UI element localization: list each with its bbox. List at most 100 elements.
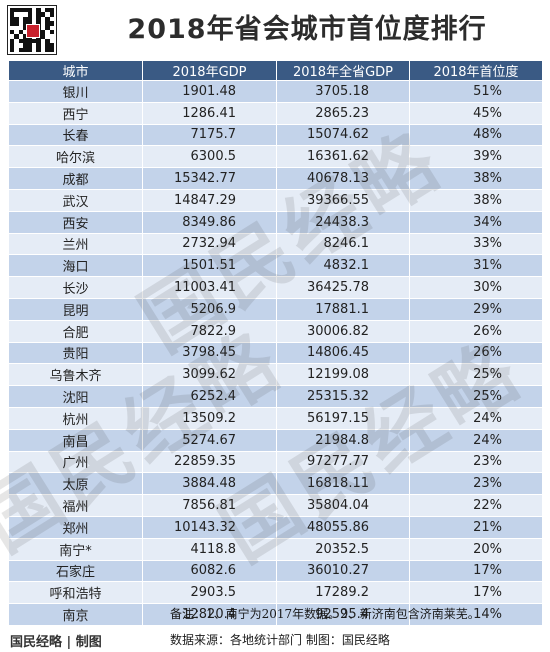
province-gdp-cell: 35804.04 — [276, 494, 410, 517]
table-row: 福州 7856.81 35804.04 22% — [8, 494, 543, 517]
primacy-cell: 34% — [409, 210, 543, 234]
city-cell: 武汉 — [8, 188, 143, 212]
city-cell: 成都 — [8, 167, 143, 190]
province-gdp-cell: 30006.82 — [276, 319, 410, 343]
gdp-cell: 7856.81 — [142, 494, 277, 517]
table-body: 银川 1901.48 3705.18 51% 西宁 1286.41 2865.23 45% 长春… — [8, 80, 543, 648]
province-gdp-cell: 3705.18 — [276, 80, 410, 103]
header: 2018年省会城市首位度排行 — [0, 0, 550, 60]
city-cell: 哈尔滨 — [8, 145, 143, 169]
footer-bar: 国民经略 | 制图 数据来源：各地统计部门 制图：国民经略 — [0, 626, 550, 652]
table-row: 南昌 5274.67 21984.8 24% — [8, 428, 543, 452]
table-row: 石家庄 6082.6 36010.27 17% — [8, 559, 543, 583]
ranking-table: 城市 2018年GDP 2018年全省GDP 2018年首位度 银川 1901.4… — [8, 60, 543, 648]
primacy-cell: 38% — [409, 188, 543, 212]
city-cell: 太原 — [8, 472, 143, 496]
gdp-cell: 7175.7 — [142, 123, 277, 147]
header-primacy: 2018年首位度 — [409, 60, 543, 81]
gdp-cell: 3884.48 — [142, 472, 277, 496]
gdp-cell: 13509.2 — [142, 406, 277, 430]
city-cell: 南昌 — [8, 428, 143, 452]
qr-logo-icon — [26, 24, 40, 38]
gdp-cell: 3798.45 — [142, 341, 277, 365]
province-gdp-cell: 36425.78 — [276, 276, 410, 299]
province-gdp-cell: 97277.77 — [276, 450, 410, 474]
city-cell: 长春 — [8, 123, 143, 147]
primacy-cell: 45% — [409, 101, 543, 125]
table-row: 沈阳 6252.4 25315.32 25% — [8, 385, 543, 408]
province-gdp-cell: 8246.1 — [276, 232, 410, 256]
primacy-cell: 20% — [409, 537, 543, 561]
province-gdp-cell: 2865.23 — [276, 101, 410, 125]
primacy-cell: 31% — [409, 254, 543, 278]
province-gdp-cell: 40678.13 — [276, 167, 410, 190]
province-gdp-cell: 16361.62 — [276, 145, 410, 169]
city-cell: 昆明 — [8, 297, 143, 321]
gdp-cell: 5274.67 — [142, 428, 277, 452]
province-gdp-cell: 16818.11 — [276, 472, 410, 496]
city-cell: 长沙 — [8, 276, 143, 299]
table-row: 长沙 11003.41 36425.78 30% — [8, 276, 543, 299]
primacy-cell: 38% — [409, 167, 543, 190]
province-gdp-cell: 36010.27 — [276, 559, 410, 583]
province-gdp-cell: 20352.5 — [276, 537, 410, 561]
header-province-gdp: 2018年全省GDP — [276, 60, 410, 81]
primacy-cell: 17% — [409, 559, 543, 583]
gdp-cell: 1501.51 — [142, 254, 277, 278]
table-row: 太原 3884.48 16818.11 23% — [8, 472, 543, 496]
city-cell: 兰州 — [8, 232, 143, 256]
province-gdp-cell: 24438.3 — [276, 210, 410, 234]
primacy-cell: 33% — [409, 232, 543, 256]
primacy-cell: 24% — [409, 406, 543, 430]
gdp-cell: 6252.4 — [142, 385, 277, 408]
province-gdp-cell: 17881.1 — [276, 297, 410, 321]
province-gdp-cell: 48055.86 — [276, 515, 410, 539]
gdp-cell: 5206.9 — [142, 297, 277, 321]
gdp-cell: 8349.86 — [142, 210, 277, 234]
province-gdp-cell: 14806.45 — [276, 341, 410, 365]
gdp-cell: 1286.41 — [142, 101, 277, 125]
city-cell: 南京 — [8, 603, 143, 626]
primacy-cell: 25% — [409, 363, 543, 387]
table-row: 郑州 10143.32 48055.86 21% — [8, 515, 543, 539]
primacy-cell: 48% — [409, 123, 543, 147]
city-cell: 沈阳 — [8, 385, 143, 408]
primacy-cell: 23% — [409, 450, 543, 474]
table-row: 合肥 7822.9 30006.82 26% — [8, 319, 543, 343]
city-cell: 呼和浩特 — [8, 581, 143, 605]
page-title: 2018年省会城市首位度排行 — [127, 14, 487, 45]
gdp-cell: 1901.48 — [142, 80, 277, 103]
table-row: 银川 1901.48 3705.18 51% — [8, 80, 543, 103]
province-gdp-cell: 25315.32 — [276, 385, 410, 408]
primacy-cell: 26% — [409, 319, 543, 343]
primacy-cell: 26% — [409, 341, 543, 365]
gdp-cell: 2732.94 — [142, 232, 277, 256]
gdp-cell: 6082.6 — [142, 559, 277, 583]
primacy-cell: 22% — [409, 494, 543, 517]
table-row: 乌鲁木齐 3099.62 12199.08 25% — [8, 363, 543, 387]
primacy-cell: 29% — [409, 297, 543, 321]
primacy-cell: 39% — [409, 145, 543, 169]
header-city: 城市 — [8, 60, 143, 81]
city-cell: 南宁* — [8, 537, 143, 561]
qr-code-icon[interactable] — [7, 5, 57, 55]
province-gdp-cell: 92595.4 — [276, 603, 410, 626]
gdp-cell: 12820.4 — [142, 603, 277, 626]
city-cell: 海口 — [8, 254, 143, 278]
gdp-cell: 15342.77 — [142, 167, 277, 190]
table-row: 长春 7175.7 15074.62 48% — [8, 123, 543, 147]
province-gdp-cell: 12199.08 — [276, 363, 410, 387]
primacy-cell: 30% — [409, 276, 543, 299]
gdp-cell: 3099.62 — [142, 363, 277, 387]
gdp-cell: 14847.29 — [142, 188, 277, 212]
table-row: 杭州 13509.2 56197.15 24% — [8, 406, 543, 430]
gdp-cell: 2903.5 — [142, 581, 277, 605]
city-cell: 广州 — [8, 450, 143, 474]
table-row: 武汉 14847.29 39366.55 38% — [8, 188, 543, 212]
city-cell: 郑州 — [8, 515, 143, 539]
primacy-cell: 24% — [409, 428, 543, 452]
city-cell: 石家庄 — [8, 559, 143, 583]
city-cell: 乌鲁木齐 — [8, 363, 143, 387]
table-row: 呼和浩特 2903.5 17289.2 17% — [8, 581, 543, 605]
table-row: 兰州 2732.94 8246.1 33% — [8, 232, 543, 256]
